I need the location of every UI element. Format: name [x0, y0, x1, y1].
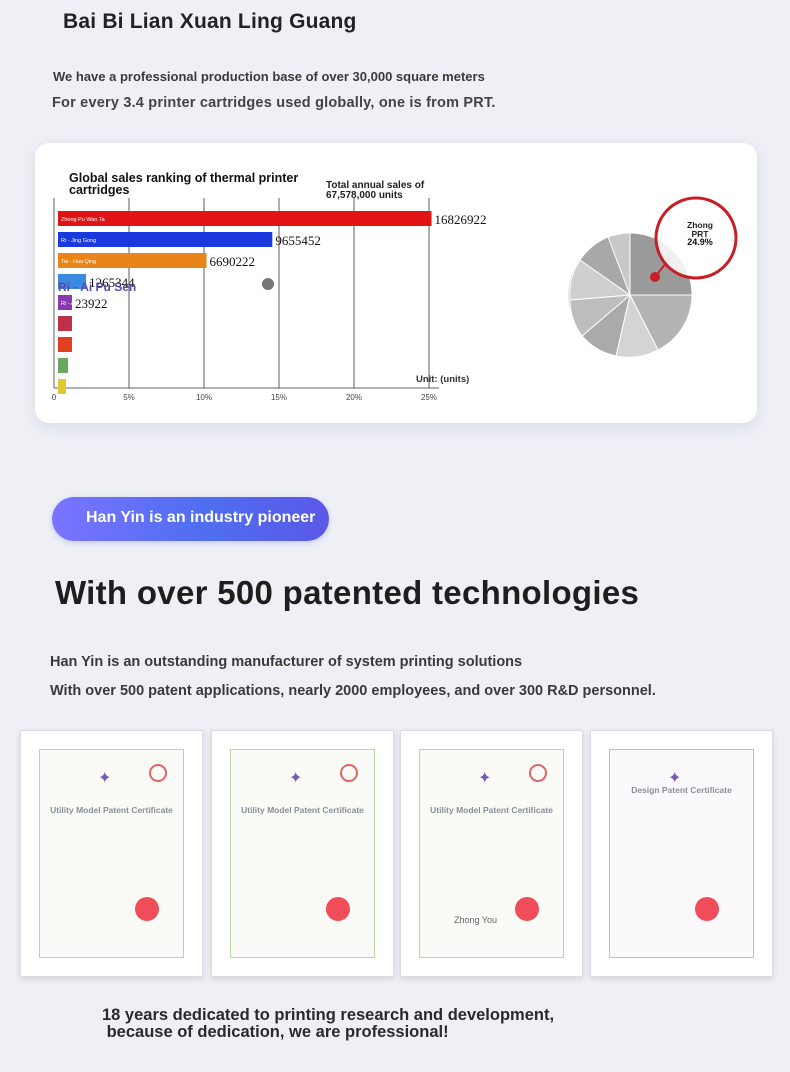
brand-title: Bai Bi Lian Xuan Ling Guang [63, 10, 357, 33]
bar-chart: 0 5% 10% 15% 20% 25% Zhong Pu Wan Ta 16826922 Ri… [52, 198, 487, 402]
pioneer-pill-text: Han Yin is an industry pioneer [86, 509, 316, 526]
patents-headline: With over 500 patented technologies [55, 574, 640, 611]
x-tick-label: 15% [271, 393, 287, 402]
pie-group [567, 196, 738, 358]
x-tick-label: 20% [346, 393, 362, 402]
official-seal-icon [326, 897, 350, 921]
seal-icon [149, 764, 167, 782]
closing-line-1: 18 years dedicated to printing research … [102, 1006, 555, 1024]
pie-slice [579, 236, 632, 297]
patent-logo-icon: ✦ [289, 770, 303, 787]
data-bar [58, 295, 72, 310]
data-bar [58, 379, 66, 394]
annotation-text: Total annual sales of 67,578,000 units [326, 180, 425, 201]
certificate-frame: ✦ Utility Model Patent Certificate Zhong… [419, 749, 564, 958]
patent-logo-icon: ✦ [668, 770, 682, 787]
intro-line-1: We have a professional production base o… [53, 69, 485, 84]
pie-chart [567, 196, 738, 358]
x-tick-label: 25% [421, 393, 437, 402]
data-bar [58, 274, 87, 289]
patent-logo-icon: ✦ [478, 770, 492, 787]
seal-icon [340, 764, 358, 782]
closing-statement: 18 years dedicated to printing research … [102, 1007, 554, 1041]
bar-value-label: 16826922 [435, 212, 487, 227]
certificate-title: Utility Model Patent Certificate [430, 805, 553, 815]
x-tick-label: 0 [52, 393, 57, 402]
data-bar [58, 232, 273, 247]
bar-category-label: Tai - Hua Qing [61, 259, 96, 265]
certificate-frame: ✦ Design Patent Certificate [609, 749, 754, 958]
certificate-title: Utility Model Patent Certificate [50, 805, 173, 815]
certificate-card: ✦ Design Patent Certificate [590, 730, 773, 977]
certificate-title: Utility Model Patent Certificate [241, 805, 364, 815]
bar-value-label: 6690222 [210, 254, 256, 269]
data-bar [58, 337, 72, 352]
data-bar [58, 211, 432, 226]
official-seal-icon [135, 897, 159, 921]
official-seal-icon [695, 897, 719, 921]
patent-logo-icon: ✦ [98, 770, 112, 787]
certificate-frame: ✦ Utility Model Patent Certificate [230, 749, 375, 958]
certificate-card: ✦ Utility Model Patent Certificate [20, 730, 203, 977]
data-bar [58, 358, 68, 373]
certificate-signature: Zhong You [454, 915, 498, 925]
bar-value-label: 23922 [75, 296, 108, 311]
x-tick-label: 5% [123, 393, 135, 402]
x-tick-label: 10% [196, 393, 212, 402]
bar-category-label: Zhong Pu Wan Ta [61, 217, 106, 223]
overlay-label: Ri - Ai Pu Sen [58, 280, 136, 294]
pie-highlight-value: 24.9% [687, 237, 713, 247]
chart-annotation: Total annual sales of 67,578,000 units [326, 181, 446, 201]
pie-highlight-circle [654, 196, 738, 280]
play-icon [262, 278, 274, 290]
unit-label: Unit: (units) [416, 374, 469, 385]
bar-category-label: Ri - Ai Pu Sen [61, 301, 95, 307]
data-bar [58, 253, 207, 268]
certificate-card: ✦ Utility Model Patent Certificate [211, 730, 394, 977]
seal-icon [529, 764, 547, 782]
bar-value-label: 1265344 [89, 275, 135, 290]
bar-value-label: 9655452 [275, 233, 321, 248]
pie-highlight-label: Zhong PRT [687, 220, 713, 239]
certificate-frame: ✦ Utility Model Patent Certificate [39, 749, 184, 958]
pie-slice [629, 294, 693, 351]
bar-category-label: Ri - Jing Gong [61, 238, 96, 244]
chart-title: Global sales ranking of thermal printer … [69, 171, 299, 197]
pioneer-pill [52, 497, 329, 541]
description-line-1: Han Yin is an outstanding manufacturer o… [50, 654, 523, 670]
certificate-card: ✦ Utility Model Patent Certificate Zhong… [400, 730, 583, 977]
description-line-2: With over 500 patent applications, nearl… [50, 683, 656, 699]
data-bar [58, 316, 72, 331]
certificate-title: Design Patent Certificate [631, 785, 732, 795]
closing-line-2: because of dedication, we are profession… [102, 1023, 449, 1041]
intro-line-2: For every 3.4 printer cartridges used gl… [52, 95, 496, 111]
official-seal-icon [515, 897, 539, 921]
